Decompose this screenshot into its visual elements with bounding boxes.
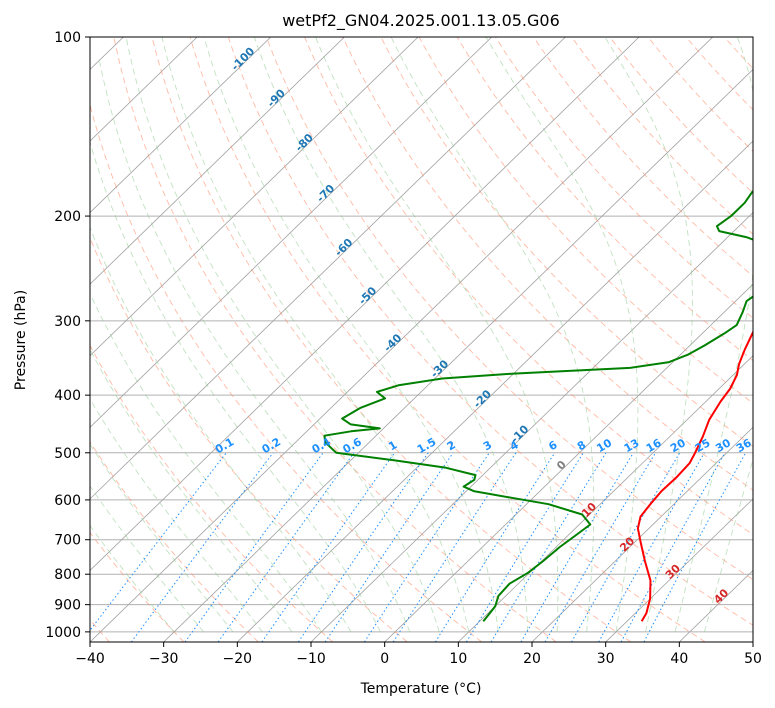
dry-adiabat-line [189,37,706,642]
moist-adiabat-line [485,37,639,632]
isotherm-line [90,37,272,214]
x-tick-label: −10 [296,651,326,667]
isotherm-line [458,355,753,642]
isobar-gridlines [90,37,753,633]
x-tick-label: 20 [523,651,541,667]
x-tick-label: −30 [149,651,179,667]
mixing-ratio-line [434,452,556,642]
dry-adiabat-line [647,37,753,152]
dry-adiabat-line [90,344,334,642]
x-tick-label: 0 [380,651,389,667]
moist-adiabat-line [90,226,352,633]
mixing-ratio-line [184,452,324,642]
x-tick-label: −20 [223,651,253,667]
temperature-profile-line [636,329,753,622]
moist-adiabat-line [203,37,499,632]
y-tick-label: 500 [54,446,81,462]
y-axis-ticks: 100 200 300 400 500 600 700 800 900 1000 [45,30,90,641]
y-tick-label: 300 [54,314,81,330]
isotherm-line [237,140,753,642]
dry-adiabat-line [90,531,185,642]
x-tick-label: 40 [670,651,688,667]
isotherm-line [90,37,493,428]
x-tick-label: 30 [597,651,615,667]
moist-adiabat-line [125,37,440,633]
y-axis-label: Pressure (hPa) [13,290,29,390]
isotherm-line [384,283,753,642]
dry-adiabat-line [342,37,753,491]
x-tick-label: −40 [75,651,105,667]
mixing-ratio-line [217,452,355,642]
y-tick-label: 1000 [45,625,81,641]
moist-adiabat-line [90,485,204,633]
y-tick-label: 800 [54,567,81,583]
plot-frame [89,36,754,643]
mixing-ratio-line [620,452,726,642]
moist-adiabat-line [90,140,381,633]
dry-adiabat-line [380,37,753,447]
dry-adiabat-line [90,236,408,642]
dry-adiabat-line [90,103,483,642]
plot-area [90,37,753,642]
isotherm-line [90,37,566,500]
isotherm-line [310,212,753,642]
y-tick-label: 200 [54,209,81,225]
y-tick-label: 900 [54,598,81,614]
moist-adiabat-line [90,292,322,633]
mixing-ratio-line [90,452,227,632]
moist-adiabat-line [90,348,293,633]
dry-adiabat-line [151,37,632,642]
mixing-ratio-line [598,452,705,642]
moist-adiabat-line [90,443,234,633]
dry-adiabat-line [533,37,753,277]
dry-adiabat-line [304,37,753,536]
isotherm-line [90,37,419,357]
isotherm-line [90,37,640,571]
mixing-ratio-line [363,452,490,642]
dry-adiabats [90,37,753,642]
isotherm-line [531,426,753,642]
mixing-ratio-line [571,452,681,642]
mixing-ratio-line [544,452,656,642]
isotherm-line [90,37,714,642]
moist-adiabat-line [604,37,693,632]
y-tick-label: 400 [54,388,81,404]
chart-title: wetPf2_GN04.2025.001.13.05.G06 [282,11,560,31]
mixing-ratio-lines [90,452,747,642]
mixing-ratio-line [261,452,396,642]
mixing-ratio-line [130,452,274,642]
y-tick-label: 600 [54,493,81,509]
sounding-profiles [323,190,753,622]
dry-adiabat-line [456,37,753,362]
moist-adiabat-line [704,457,753,633]
dewpoint-profile-line [323,190,753,622]
moist-adiabat-line [390,37,595,632]
dry-adiabat-line [418,37,753,404]
moist-adiabat-line [674,37,753,633]
moist-adiabat-line [161,37,470,633]
isotherm-line [605,498,753,642]
x-tick-label: 10 [449,651,467,667]
y-tick-label: 100 [54,30,81,46]
isotherm-line [90,37,198,142]
mixing-ratio-line [324,452,454,642]
x-tick-label: 50 [744,651,762,667]
dry-adiabat-line [227,37,753,626]
moist-adiabat-line [253,37,529,632]
x-axis-ticks: −40 −30 −20 −10 0 10 20 30 40 50 [75,642,762,667]
x-axis-label: Temperature (°C) [360,681,482,697]
moist-adiabat-line [99,61,411,633]
isotherm-line [163,68,753,642]
moist-adiabat-line [315,37,559,632]
mixing-ratio-line [297,452,429,642]
y-tick-label: 700 [54,533,81,549]
mixing-ratio-line [392,452,517,642]
moist-adiabats [90,37,753,633]
